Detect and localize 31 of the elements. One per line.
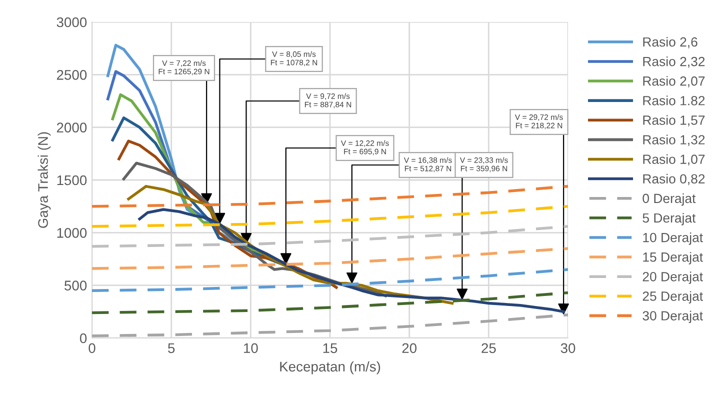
y-tick-label: 1000 xyxy=(57,228,87,238)
y-tick-label: 1500 xyxy=(57,175,87,186)
y-tick-label: 2000 xyxy=(56,122,87,133)
x-tick-label: 15 xyxy=(323,343,338,354)
x-tick-label: 25 xyxy=(482,343,496,354)
x-tick-label: 20 xyxy=(402,343,417,354)
legend-label: Rasio 2,07 xyxy=(643,76,705,88)
legend-label: 30 Derajat xyxy=(642,310,703,324)
legend-label: Rasio 1.82 xyxy=(643,96,705,106)
legend-label: 20 Derajat xyxy=(642,272,703,284)
x-axis-title: Kecepatan (m/s) xyxy=(280,361,380,374)
legend-label: 5 Derajat xyxy=(642,212,696,226)
legend-label: Rasio 2,6 xyxy=(643,36,698,48)
y-tick-label: 0 xyxy=(80,333,87,344)
x-tick-label: 30 xyxy=(560,343,576,354)
y-tick-label: 3000 xyxy=(56,17,87,28)
x-tick-label: 10 xyxy=(244,343,258,354)
y-tick-label: 2500 xyxy=(56,70,87,80)
legend-label: Rasio 0,82 xyxy=(643,174,705,186)
legend-label: Rasio 1,07 xyxy=(643,154,705,166)
legend-label: Rasio 2,32 xyxy=(643,56,705,68)
legend-label: Rasio 1,32 xyxy=(643,134,705,146)
y-axis-title: Gaya Traksi (N) xyxy=(38,132,51,228)
legend-label: 15 Derajat xyxy=(643,252,703,264)
legend-label: 25 Derajat xyxy=(642,291,703,304)
y-tick-label: 500 xyxy=(64,280,87,291)
legend-label: Rasio 1,57 xyxy=(643,115,705,126)
legend-label: 10 Derajat xyxy=(643,232,703,245)
legend-label: 0 Derajat xyxy=(642,193,696,206)
x-tick-label: 5 xyxy=(168,343,175,354)
x-tick-label: 0 xyxy=(88,343,96,354)
